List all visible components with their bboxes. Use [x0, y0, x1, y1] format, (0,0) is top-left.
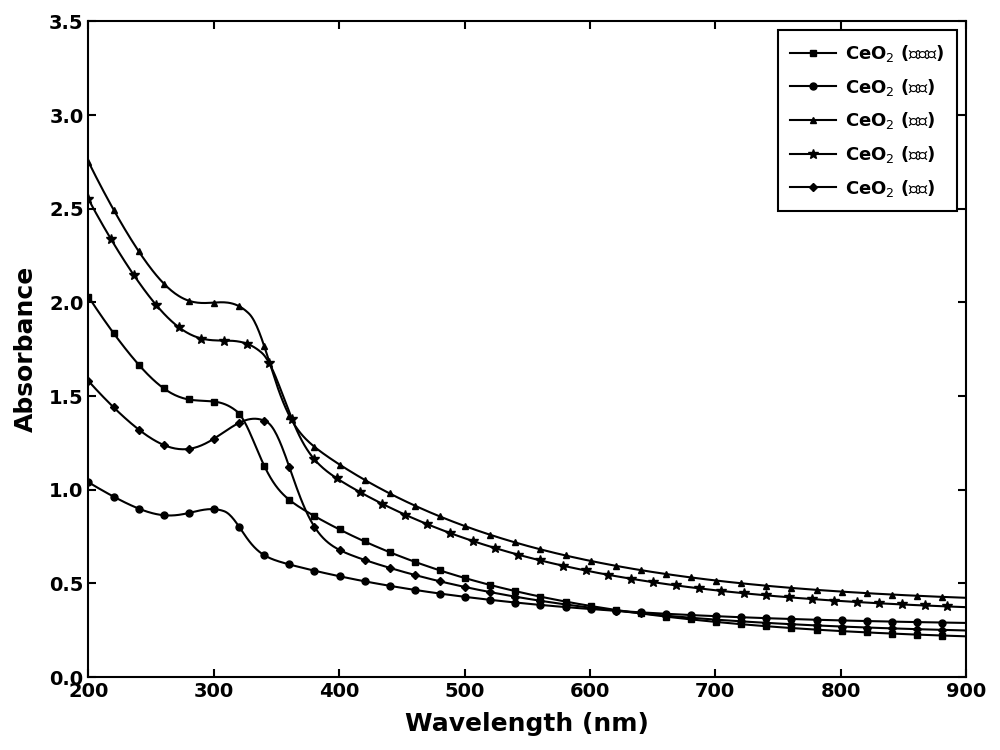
CeO$_2$ (甲醇) [960, 593, 972, 602]
CeO$_2$ (辐照前) [960, 632, 972, 640]
CeO$_2$ (辐照前) [330, 523, 342, 532]
CeO$_2$ (丙酮) [330, 544, 342, 553]
X-axis label: Wavelength (nm): Wavelength (nm) [405, 712, 649, 736]
CeO$_2$ (纯水) [297, 563, 309, 572]
CeO$_2$ (辐照前) [873, 628, 885, 638]
CeO$_2$ (丙酮) [873, 623, 885, 632]
CeO$_2$ (乙醇) [82, 195, 94, 204]
CeO$_2$ (丙酮) [659, 611, 671, 620]
CeO$_2$ (纯水) [873, 616, 885, 626]
CeO$_2$ (甲醇) [765, 582, 777, 591]
Y-axis label: Absorbance: Absorbance [14, 266, 38, 433]
CeO$_2$ (乙醇) [873, 598, 885, 608]
CeO$_2$ (乙醇) [765, 591, 777, 600]
CeO$_2$ (甲醇) [873, 590, 885, 598]
CeO$_2$ (丙酮) [297, 500, 309, 509]
Line: CeO$_2$ (甲醇): CeO$_2$ (甲醇) [85, 158, 969, 602]
CeO$_2$ (丙酮) [765, 619, 777, 628]
CeO$_2$ (乙醇) [360, 490, 372, 500]
Line: CeO$_2$ (纯水): CeO$_2$ (纯水) [85, 478, 969, 626]
CeO$_2$ (辐照前) [659, 612, 671, 621]
CeO$_2$ (甲醇) [360, 476, 372, 485]
CeO$_2$ (甲醇) [330, 458, 342, 466]
CeO$_2$ (乙醇) [297, 439, 309, 448]
CeO$_2$ (乙醇) [330, 473, 342, 482]
Legend: CeO$_2$ (辐照前), CeO$_2$ (纯水), CeO$_2$ (甲醇), CeO$_2$ (乙醇), CeO$_2$ (丙酮): CeO$_2$ (辐照前), CeO$_2$ (纯水), CeO$_2$ (甲醇… [778, 31, 957, 211]
CeO$_2$ (丙酮) [360, 556, 372, 565]
CeO$_2$ (纯水) [960, 619, 972, 628]
Line: CeO$_2$ (乙醇): CeO$_2$ (乙醇) [84, 194, 971, 612]
CeO$_2$ (辐照前) [297, 505, 309, 514]
CeO$_2$ (乙醇) [960, 603, 972, 612]
CeO$_2$ (辐照前) [765, 622, 777, 631]
CeO$_2$ (乙醇) [659, 579, 671, 588]
CeO$_2$ (纯水) [765, 614, 777, 622]
CeO$_2$ (甲醇) [82, 158, 94, 166]
Line: CeO$_2$ (丙酮): CeO$_2$ (丙酮) [86, 378, 969, 633]
CeO$_2$ (丙酮) [960, 626, 972, 635]
CeO$_2$ (丙酮) [82, 376, 94, 386]
CeO$_2$ (纯水) [659, 609, 671, 618]
CeO$_2$ (甲醇) [659, 569, 671, 578]
CeO$_2$ (纯水) [330, 571, 342, 580]
Line: CeO$_2$ (辐照前): CeO$_2$ (辐照前) [85, 293, 969, 640]
CeO$_2$ (纯水) [82, 478, 94, 487]
CeO$_2$ (甲醇) [297, 432, 309, 441]
CeO$_2$ (纯水) [360, 577, 372, 586]
CeO$_2$ (辐照前) [360, 538, 372, 547]
CeO$_2$ (辐照前) [82, 292, 94, 302]
